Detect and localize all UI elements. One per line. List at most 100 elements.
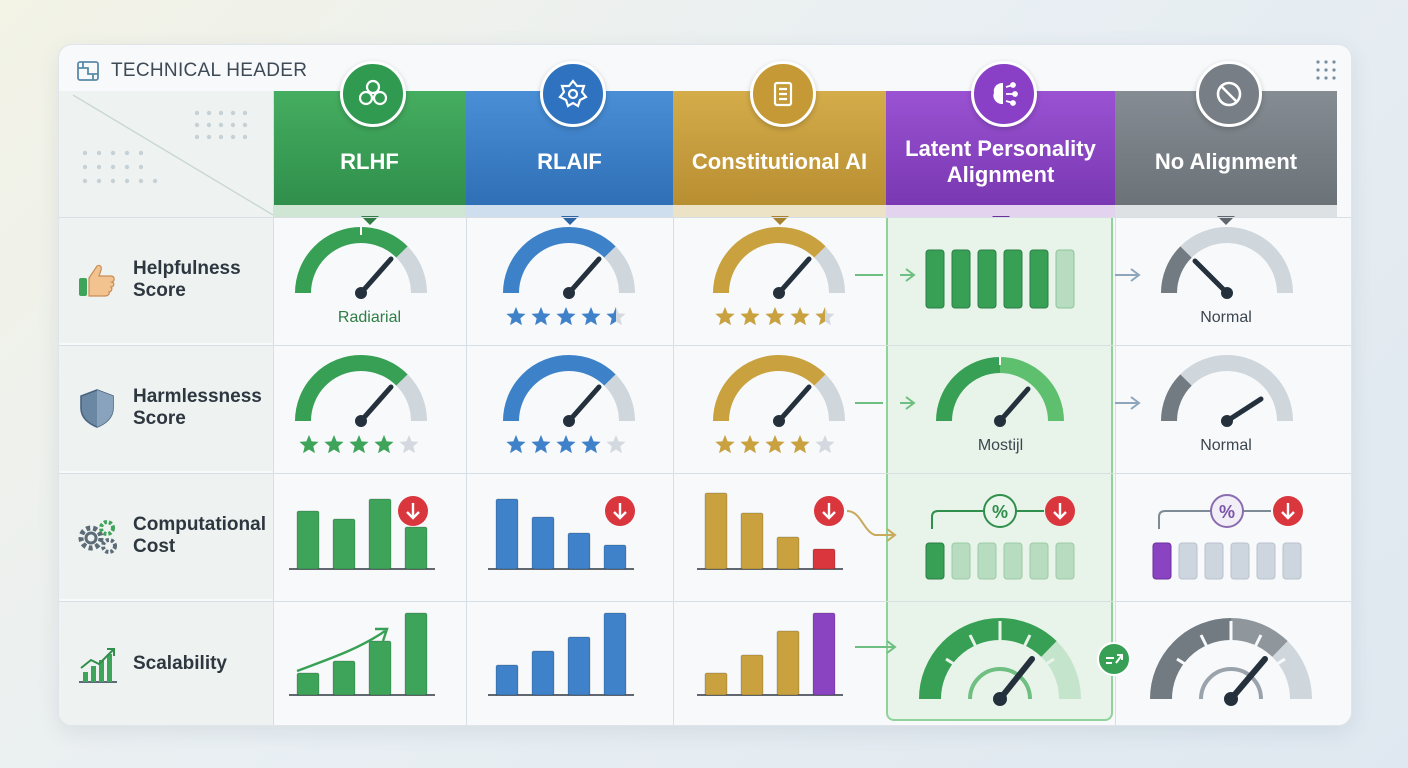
star-filled [765,435,785,454]
gauge [295,355,427,427]
bar-chart [697,612,843,696]
bar [812,612,836,696]
column-label: RLAIF [537,149,602,174]
bar [704,672,728,696]
flow-arrow [855,640,897,654]
column-header-latent-personality-alignment[interactable]: Latent Personality Alignment [886,61,1115,225]
bar-chart [289,612,435,696]
star-filled [581,307,601,326]
cell-scale-rlaif [466,601,673,725]
star [815,435,835,454]
star-rating [715,435,835,454]
cell-cost-cai [673,473,897,599]
cell-scale-cai [673,601,897,725]
bar-chart [697,492,843,570]
cell-scale-lpa [886,601,1131,725]
row-label-harmlessness: Harmlessness Score [59,345,273,471]
gauge [713,355,883,427]
star-filled [374,435,394,454]
star-filled [506,435,526,454]
star-filled [815,307,825,326]
cell-scale-none [1115,601,1337,725]
bar [495,664,519,696]
column-header-constitutional-ai[interactable]: Constitutional AI [673,61,886,225]
bar [332,518,356,570]
bar [740,654,764,696]
star-filled [556,435,576,454]
cell-harm-none: Normal [1087,345,1337,471]
cell-cost-lpa: % [886,473,1115,599]
corner-cell [59,91,274,217]
scroll-icon [749,61,816,127]
cell-help-cai [673,217,886,343]
row-label-helpfulness: Helpfulness Score [59,217,273,343]
star-rating [506,307,626,326]
bar [495,498,519,570]
gauge [1150,618,1312,706]
svg-text:%: % [1219,502,1235,522]
cell-caption: Normal [1200,437,1252,454]
row-label-text: Computational Cost [133,514,266,557]
grid-dots-icon[interactable] [1315,59,1337,81]
gauge [919,618,1081,706]
row-label-text: Harmlessness Score [133,386,262,429]
bar-chart [289,498,435,570]
bar [296,672,320,696]
segment-meter: % [1152,494,1303,580]
down-arrow-icon [398,496,428,526]
bar [776,536,800,570]
star-filled [581,435,601,454]
bar [296,510,320,570]
star-filled [349,435,369,454]
bar [567,636,591,696]
cell-harm-cai [673,345,886,471]
bar [531,650,555,696]
cell-caption: Radiarial [337,309,402,326]
star-filled [606,307,616,326]
comparison-panel: TECHNICAL HEADER [58,44,1352,726]
shield-icon [80,389,114,428]
bar [531,516,555,570]
bar [812,548,836,570]
column-label: Constitutional AI [691,149,868,174]
cell-harm-lpa: Mostijl [886,345,1115,471]
star-filled [324,435,344,454]
gauge [503,227,635,299]
bar [404,612,428,696]
gauge [295,227,427,299]
trend-arrow [296,627,389,673]
star-filled [531,307,551,326]
segment-meter: % [925,494,1075,580]
cell-help-rlaif [466,217,673,343]
technical-header: TECHNICAL HEADER [75,59,307,83]
row-label-text: Scalability [133,653,227,674]
cell-cost-none: % [1115,473,1337,599]
bar-chart [488,612,634,696]
column-header-no-alignment[interactable]: No Alignment [1115,61,1337,225]
column-label: Latent Personality Alignment [905,136,1096,187]
flow-arrow [846,510,897,542]
column-header-rlhf[interactable]: RLHF [273,61,466,225]
cell-cost-rlaif [466,473,673,599]
gauge [503,355,635,427]
star-filled [556,307,576,326]
star-rating [506,435,626,454]
bar [603,544,627,570]
cell-scale-rlhf [273,601,466,725]
cell-harm-rlaif [466,345,673,471]
svg-text:%: % [992,502,1008,522]
star-filled [506,307,526,326]
expand-icon[interactable] [1096,641,1132,677]
star-filled [765,307,785,326]
openai-knot-icon [339,61,406,127]
star-filled [715,435,735,454]
bar [704,492,728,570]
column-label: No Alignment [1154,149,1298,174]
column-header-rlaif[interactable]: RLAIF [466,61,673,225]
bar [368,498,392,570]
star [606,435,626,454]
down-arrow-icon [814,496,844,526]
star-filled [740,307,760,326]
cell-help-rlhf: Radiarial [273,217,466,343]
bar [776,630,800,696]
